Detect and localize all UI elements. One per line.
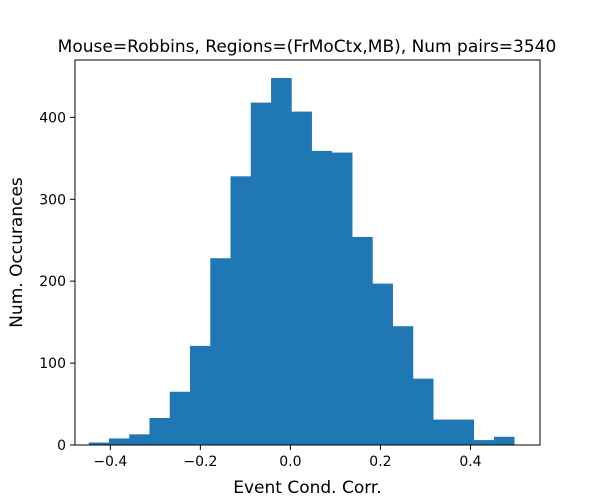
y-tick-label: 0 [57,438,66,454]
histogram-bar [250,102,272,446]
histogram-bar [372,283,393,445]
histogram-bar [352,236,373,445]
histogram-bar [190,345,211,445]
x-axis-label: Event Cond. Corr. [233,478,382,498]
histogram-bar [291,111,312,445]
histogram-bar [169,391,191,445]
histogram-bar [230,176,252,445]
plot-frame [74,59,541,446]
histogram-bar [331,152,353,445]
histogram-bar [311,150,333,445]
y-axis-label: Num. Occurances [7,177,27,328]
y-tick-label: 200 [39,274,66,290]
x-tick-label: 0.4 [459,454,481,470]
histogram-bar [473,440,495,445]
y-tick-label: 300 [39,192,66,208]
y-axis-ticks: 0 100 200 300 400 [39,110,75,454]
x-tick-label: 0.0 [279,454,301,470]
chart-title: Mouse=Robbins, Regions=(FrMoCtx,MB), Num… [58,37,557,57]
histogram-bar [108,438,130,445]
x-tick-label: −0.4 [93,454,127,470]
histogram-bar [88,442,110,445]
x-tick-label: −0.2 [183,454,217,470]
y-tick-label: 400 [39,110,66,126]
histogram-bar [271,78,292,446]
x-axis-ticks: −0.4 −0.2 0.0 0.2 0.4 [93,445,482,470]
histogram-bar [493,436,515,445]
histogram-bar [453,419,475,445]
histogram-bar [392,326,414,445]
y-tick-label: 100 [39,356,66,372]
x-tick-label: 0.2 [369,454,391,470]
histogram-bar [433,419,454,445]
histogram-bar [412,378,434,445]
histogram-bar [210,258,231,445]
histogram-bars [88,78,515,446]
histogram-bar [129,434,150,445]
histogram-bar [149,417,171,445]
